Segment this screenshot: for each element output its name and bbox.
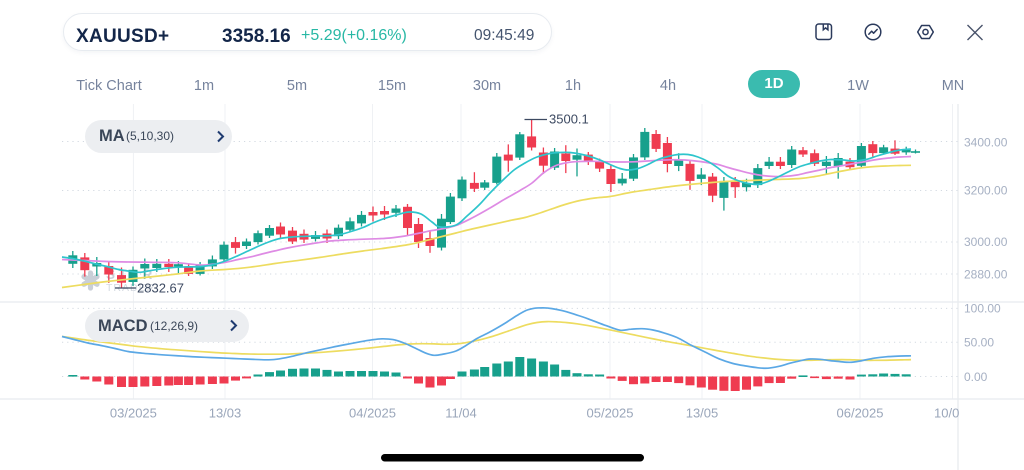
svg-text:2832.67: 2832.67 xyxy=(137,281,184,296)
svg-text:2880.00: 2880.00 xyxy=(964,268,1008,282)
svg-text:3200.00: 3200.00 xyxy=(964,184,1008,198)
svg-text:06/2025: 06/2025 xyxy=(837,406,884,421)
svg-text:05/2025: 05/2025 xyxy=(587,406,634,421)
svg-text:10/0: 10/0 xyxy=(934,406,959,421)
svg-text:3400.00: 3400.00 xyxy=(964,136,1008,150)
svg-text:11/04: 11/04 xyxy=(445,406,477,421)
svg-text:100.00: 100.00 xyxy=(964,302,1001,316)
svg-text:3500.1: 3500.1 xyxy=(549,112,589,127)
svg-text:3000.00: 3000.00 xyxy=(964,235,1008,249)
svg-text:13/03: 13/03 xyxy=(209,406,242,421)
svg-text:50.00: 50.00 xyxy=(964,336,994,350)
svg-text:13/05: 13/05 xyxy=(686,406,719,421)
svg-text:04/2025: 04/2025 xyxy=(349,406,396,421)
svg-text:03/2025: 03/2025 xyxy=(110,406,157,421)
svg-text:0.00: 0.00 xyxy=(964,370,988,384)
